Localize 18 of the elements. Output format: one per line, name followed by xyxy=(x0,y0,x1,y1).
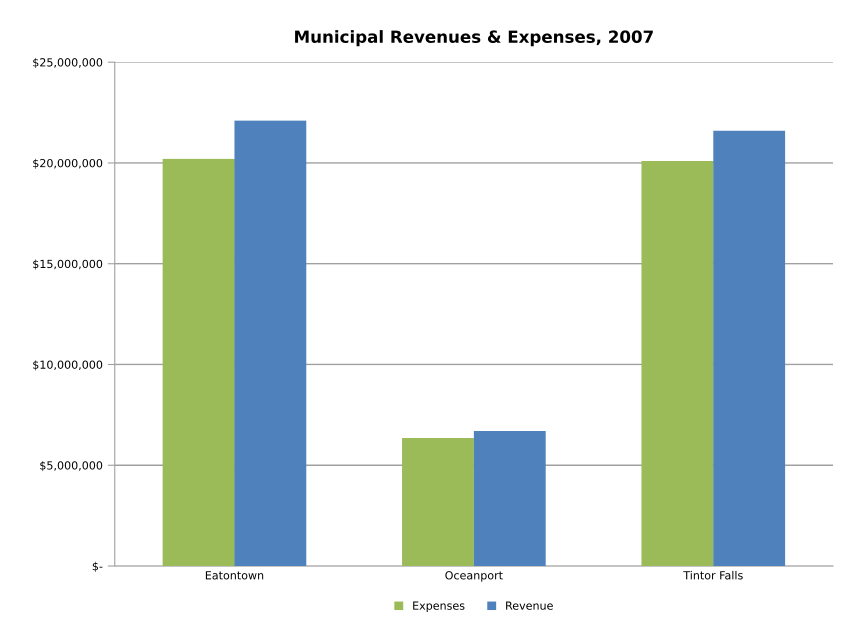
x-tick-label: Eatontown xyxy=(206,571,264,580)
y-tick-label: $10,000,000 xyxy=(33,360,102,370)
x-tick-label: Tintor Falls xyxy=(683,570,743,580)
y-tick-label: $25,000,000 xyxy=(33,58,102,68)
y-tick-label: $5,000,000 xyxy=(40,461,102,472)
x-tick-label: Oceanport xyxy=(445,571,503,582)
legend-label: Revenue xyxy=(506,602,553,610)
chart-title: Municipal Revenues & Expenses, 2007 xyxy=(295,30,653,46)
bar xyxy=(713,130,786,566)
y-tick-label: $15,000,000 xyxy=(33,260,102,270)
legend-label: Expenses xyxy=(413,602,464,612)
bar xyxy=(641,160,714,566)
bar xyxy=(162,158,234,566)
bar xyxy=(234,120,306,566)
y-tick-label: $20,000,000 xyxy=(33,158,102,169)
bar xyxy=(402,438,474,566)
y-tick-label: $- xyxy=(92,562,102,572)
bar xyxy=(474,430,546,566)
